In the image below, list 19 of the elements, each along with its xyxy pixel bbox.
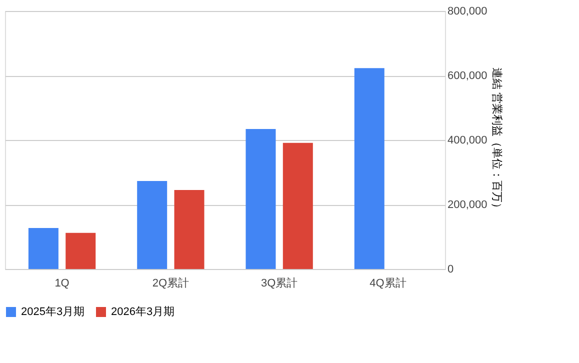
bar — [246, 129, 276, 269]
bar — [66, 232, 96, 269]
bar — [174, 190, 204, 269]
x-tick-label: 4Q累計 — [370, 276, 406, 290]
bar — [28, 228, 58, 269]
legend-label: 2026年3月期 — [111, 306, 175, 318]
y-tick-label: 600,000 — [448, 70, 488, 82]
legend-label: 2025年3月期 — [21, 306, 85, 318]
y-tick-label: 0 — [448, 264, 454, 276]
y-tick-label: 200,000 — [448, 199, 488, 211]
y-axis-title: 連結 営業利益（単位：百万） — [490, 67, 504, 214]
x-tick-label: 2Q累計 — [152, 276, 190, 290]
bar — [137, 180, 168, 269]
x-tick-label: 3Q累計 — [260, 276, 298, 290]
y-tick-label: 800,000 — [448, 6, 488, 18]
x-tick-label: 1Q — [54, 278, 70, 290]
y-tick-label: 400,000 — [448, 134, 488, 146]
bar — [354, 68, 384, 269]
bar — [282, 142, 313, 269]
